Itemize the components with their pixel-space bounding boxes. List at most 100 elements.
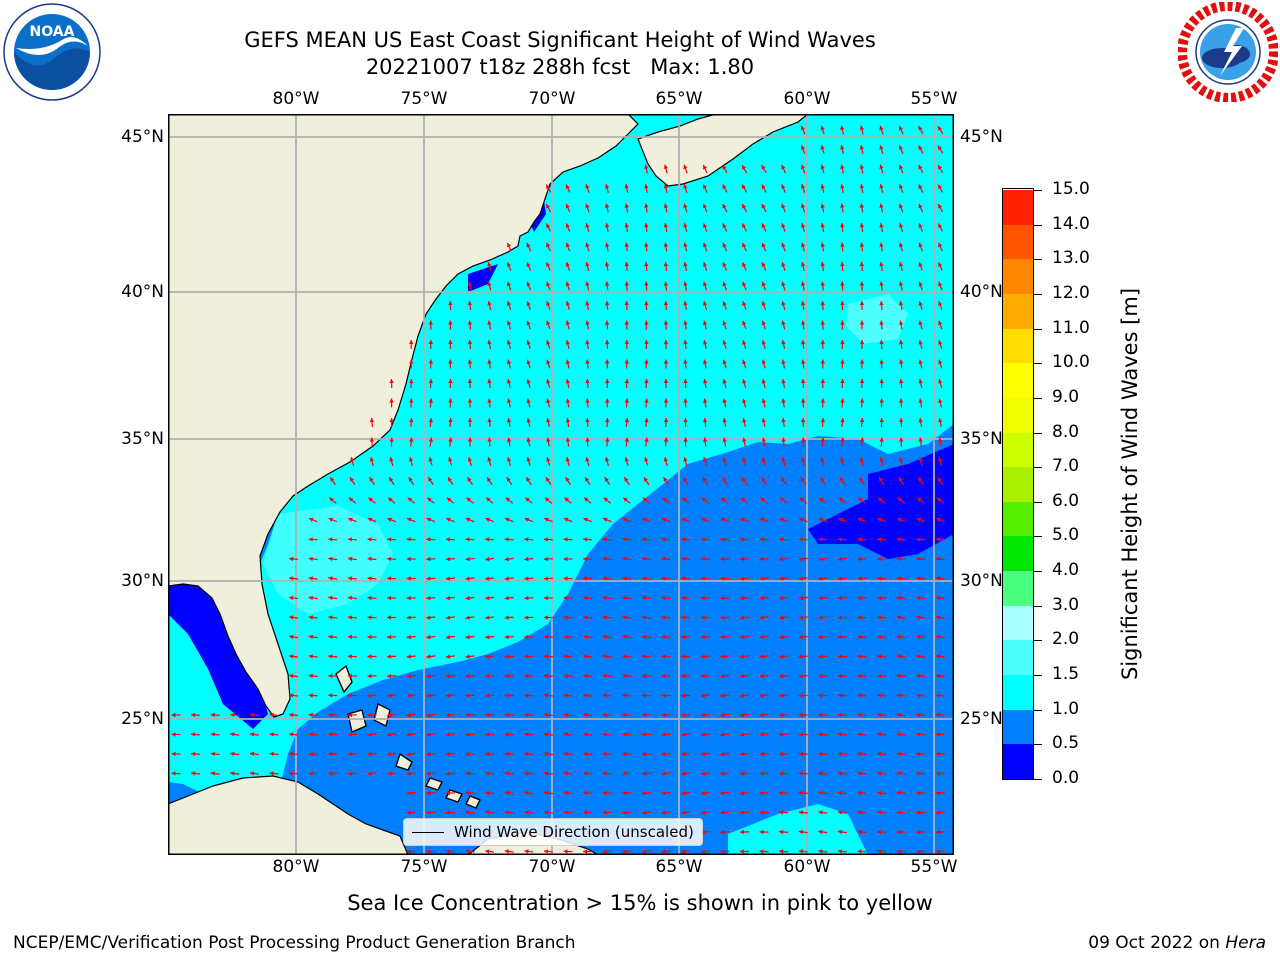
wind-wave-arrowhead	[308, 673, 313, 679]
wind-wave-arrowhead	[428, 457, 433, 462]
wind-wave-arrowhead	[938, 165, 943, 170]
wind-wave-arrowhead	[938, 262, 943, 267]
wind-wave-arrowhead	[622, 771, 627, 776]
wind-wave-arrowhead	[465, 615, 470, 620]
wind-wave-arrowhead	[820, 184, 825, 189]
wind-wave-arrowhead	[935, 751, 940, 757]
wind-wave-arrowhead	[663, 418, 669, 423]
wind-wave-arrowhead	[524, 751, 529, 757]
wind-wave-arrowhead	[487, 281, 492, 287]
wind-wave-arrowhead	[543, 556, 549, 562]
wind-wave-arrowhead	[466, 497, 472, 502]
wind-wave-arrowhead	[641, 751, 646, 757]
wind-wave-arrowhead	[367, 634, 372, 640]
wind-wave-arrowhead	[369, 418, 375, 423]
wind-wave-arrowhead	[308, 732, 313, 737]
wind-wave-arrowhead	[721, 497, 726, 502]
svg-text:NOAA: NOAA	[30, 24, 75, 40]
wind-wave-arrowhead	[506, 281, 512, 287]
wind-wave-arrowhead	[700, 537, 705, 542]
wind-wave-arrowhead	[622, 556, 627, 562]
lon-label-bottom: 65°W	[655, 857, 703, 877]
wind-wave-arrowhead	[406, 712, 412, 718]
wind-wave-arrowhead	[877, 732, 882, 737]
wind-wave-arrowhead	[700, 732, 705, 737]
wind-wave-arrowhead	[328, 673, 333, 679]
wind-wave-arrowhead	[781, 379, 786, 384]
wind-wave-arrowhead	[800, 164, 806, 170]
wind-wave-arrowhead	[683, 398, 688, 403]
wind-wave-arrowhead	[367, 732, 372, 737]
ocean-layer-0.0	[808, 444, 954, 559]
wind-wave-arrowhead	[700, 634, 705, 640]
wind-wave-arrowhead	[406, 790, 411, 796]
wind-wave-arrowhead	[879, 477, 884, 482]
wind-wave-arrowhead	[859, 398, 865, 403]
wind-wave-arrowhead	[171, 712, 176, 718]
wind-wave-arrowhead	[249, 712, 255, 718]
wind-wave-arrowhead	[661, 537, 666, 542]
wind-wave-arrowhead	[604, 184, 610, 189]
wind-wave-arrowhead	[485, 615, 490, 620]
wind-wave-arrowhead	[798, 556, 804, 562]
wind-wave-arrowhead	[916, 771, 921, 776]
wind-wave-arrowhead	[543, 576, 548, 581]
wind-wave-arrowhead	[641, 849, 647, 854]
lat-label-right: 40°N	[960, 282, 1003, 302]
wind-wave-arrowhead	[485, 673, 490, 679]
wind-wave-arrowhead	[641, 556, 647, 562]
wind-wave-arrowhead	[700, 829, 705, 835]
wind-wave-arrowhead	[702, 320, 708, 326]
wind-wave-arrowhead	[448, 379, 453, 384]
wind-wave-arrowhead	[367, 537, 372, 542]
wind-wave-arrowhead	[565, 223, 570, 228]
wind-wave-arrowhead	[935, 615, 941, 620]
wind-wave-arrowhead	[524, 771, 529, 776]
wind-wave-arrowhead	[781, 203, 786, 209]
wind-wave-arrowhead	[938, 398, 943, 404]
wind-wave-arrowhead	[585, 242, 590, 248]
wind-wave-arrowhead	[820, 281, 825, 286]
wind-wave-arrowhead	[818, 556, 823, 562]
wind-wave-arrowhead	[840, 184, 845, 189]
wind-wave-arrowhead	[467, 379, 473, 384]
wind-wave-arrowhead	[683, 359, 688, 364]
wind-wave-arrowhead	[387, 732, 392, 737]
wind-wave-arrowhead	[681, 537, 686, 542]
wind-wave-arrowhead	[683, 340, 688, 345]
wind-wave-arrowhead	[546, 379, 551, 384]
wind-wave-arrowhead	[820, 145, 825, 150]
wind-wave-arrowhead	[798, 751, 803, 757]
wind-wave-arrowhead	[918, 281, 923, 287]
wind-wave-arrowhead	[565, 320, 570, 326]
wind-wave-arrowhead	[759, 634, 764, 640]
wind-wave-arrowhead	[840, 145, 845, 150]
wind-wave-arrowhead	[683, 379, 688, 384]
wind-wave-arrowhead	[916, 712, 921, 718]
wind-wave-arrowhead	[877, 537, 882, 542]
wind-wave-arrowhead	[897, 497, 903, 502]
wind-wave-arrowhead	[781, 320, 786, 326]
wind-wave-arrowhead	[583, 556, 588, 562]
wind-wave-arrowhead	[602, 634, 608, 640]
wind-wave-arrowhead	[898, 281, 904, 287]
wind-wave-arrowhead	[524, 732, 529, 737]
wind-wave-arrowhead	[663, 379, 669, 384]
wind-wave-arrowhead	[760, 497, 766, 502]
wind-wave-arrowhead	[426, 556, 431, 562]
wind-wave-arrowhead	[722, 262, 727, 267]
wind-wave-arrowhead	[898, 262, 904, 267]
wind-wave-arrowhead	[798, 771, 803, 776]
wind-wave-arrowhead	[642, 497, 648, 502]
wind-wave-arrowhead	[681, 712, 686, 718]
wind-wave-arrowhead	[896, 615, 901, 620]
wind-wave-arrowhead	[289, 693, 294, 698]
wind-wave-arrowhead	[465, 693, 470, 698]
wind-wave-arrowhead	[546, 262, 551, 267]
wind-wave-arrowhead	[839, 477, 844, 482]
wind-wave-arrowhead	[935, 810, 941, 815]
wind-wave-arrowhead	[935, 673, 941, 679]
wind-wave-arrowhead	[857, 634, 862, 640]
wind-wave-arrowhead	[898, 223, 904, 228]
wind-wave-arrowhead	[739, 634, 745, 640]
